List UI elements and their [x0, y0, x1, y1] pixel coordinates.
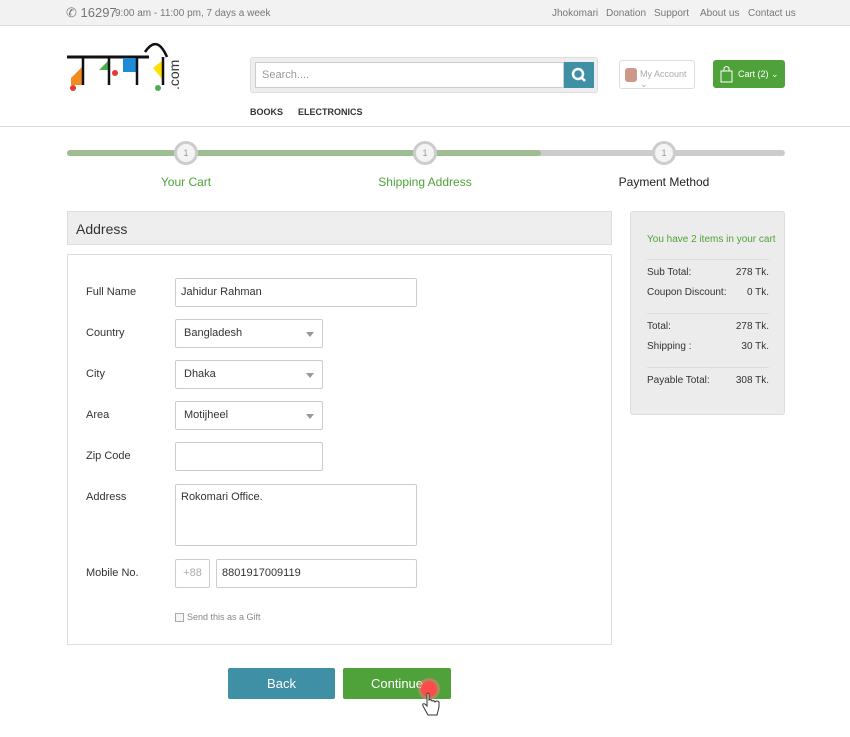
top-bar: ✆ 16297 9:00 am - 11:00 pm, 7 days a wee…	[0, 0, 850, 26]
area-select[interactable]: Motijheel	[175, 401, 323, 430]
address-textarea[interactable]: Rokomari Office.	[175, 484, 417, 546]
summary-row-coupon: Coupon Discount: 0 Tk.	[647, 287, 769, 298]
logo[interactable]: .com	[67, 40, 183, 95]
zip-code-input[interactable]	[175, 442, 323, 471]
summary-row-shipping: Shipping :30 Tk.	[647, 341, 769, 352]
search-button[interactable]	[564, 62, 594, 88]
search-bar: Search....	[250, 57, 598, 93]
address-form	[67, 254, 612, 645]
click-indicator	[421, 681, 437, 697]
logo-image: .com	[67, 43, 182, 91]
avatar	[625, 68, 637, 82]
hand-cursor-icon	[422, 692, 440, 716]
address-label: Address	[86, 491, 127, 503]
link-contact-us[interactable]: Contact us	[748, 8, 796, 19]
nav-electronics[interactable]: ELECTRONICS	[298, 107, 363, 117]
my-account-button[interactable]: My Account ⌄	[619, 60, 695, 89]
area-label: Area	[86, 409, 110, 421]
address-section-title: Address	[67, 211, 612, 245]
step-payment-method: Payment Method	[618, 175, 710, 189]
divider	[647, 367, 769, 368]
cart-items-message: You have 2 items in your cart	[647, 234, 776, 245]
progress-fill	[67, 150, 541, 156]
chevron-down-icon: ⌄	[771, 69, 779, 79]
city-label: City	[86, 368, 105, 380]
svg-text:.com: .com	[166, 60, 182, 90]
city-select[interactable]: Dhaka	[175, 360, 323, 389]
chevron-down-icon: ⌄	[640, 79, 648, 89]
mobile-prefix: +88	[175, 559, 210, 588]
hours: 9:00 am - 11:00 pm, 7 days a week	[115, 8, 271, 19]
nav-books[interactable]: BOOKS	[250, 107, 284, 117]
divider	[647, 259, 769, 260]
shopping-bag-icon	[720, 66, 733, 83]
order-summary: You have 2 items in your cart Sub Total:…	[630, 211, 785, 415]
step-shipping-address[interactable]: Shipping Address	[378, 175, 472, 189]
summary-row-payable: Payable Total: 308 Tk.	[647, 375, 769, 386]
link-about-us[interactable]: About us	[700, 8, 740, 19]
country-select[interactable]: Bangladesh	[175, 319, 323, 348]
link-jhokomari[interactable]: Jhokomari	[552, 8, 599, 19]
summary-row-subtotal: Sub Total: 278 Tk.	[647, 267, 769, 278]
gift-label[interactable]: Send this as a Gift	[187, 612, 261, 622]
step-circle-payment: 1	[652, 141, 676, 165]
phone-number: ✆ 16297	[66, 5, 117, 20]
divider	[0, 126, 850, 127]
back-button[interactable]: Back	[228, 668, 335, 699]
cart-button[interactable]: Cart (2) ⌄	[713, 60, 785, 88]
link-donation[interactable]: Donation	[606, 8, 647, 19]
divider	[647, 313, 769, 314]
full-name-label: Full Name	[86, 286, 137, 298]
mobile-label: Mobile No.	[86, 567, 139, 579]
gift-checkbox[interactable]	[175, 613, 184, 622]
full-name-input[interactable]: Jahidur Rahman	[175, 278, 417, 307]
search-input[interactable]: Search....	[255, 62, 564, 88]
mobile-input[interactable]: 8801917009119	[216, 559, 417, 588]
step-circle-cart: 1	[174, 141, 198, 165]
step-circle-shipping: 1	[413, 141, 437, 165]
country-label: Country	[86, 327, 125, 339]
search-icon	[571, 67, 586, 82]
step-your-cart[interactable]: Your Cart	[160, 175, 212, 189]
link-support[interactable]: Support	[654, 8, 690, 19]
summary-row-total: Total: 278 Tk.	[647, 321, 769, 332]
zip-code-label: Zip Code	[86, 450, 131, 462]
